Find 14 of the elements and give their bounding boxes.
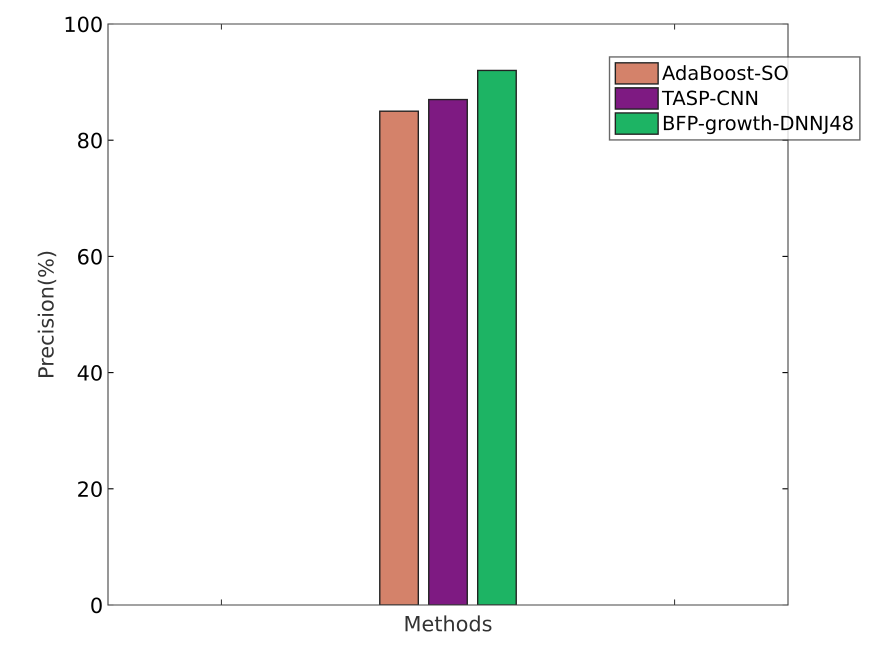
legend-label: AdaBoost-SO xyxy=(662,65,788,80)
bar xyxy=(379,110,419,605)
legend-label: BFP-growth-DNNJ48 xyxy=(664,115,853,134)
y-axis-title: Precision(%) xyxy=(38,252,56,377)
x-axis-title: Methods xyxy=(406,615,492,632)
y-tick-label: 80 xyxy=(78,132,102,148)
bar xyxy=(477,70,517,605)
y-tick-label: 40 xyxy=(78,365,102,381)
y-tick-label: 0 xyxy=(91,597,102,614)
y-tick-label: 20 xyxy=(78,481,102,498)
bar xyxy=(428,98,468,605)
y-tick-label: 60 xyxy=(78,248,102,265)
legend-label: TASP-CNN xyxy=(662,90,758,106)
y-tick-label: 100 xyxy=(66,16,102,32)
